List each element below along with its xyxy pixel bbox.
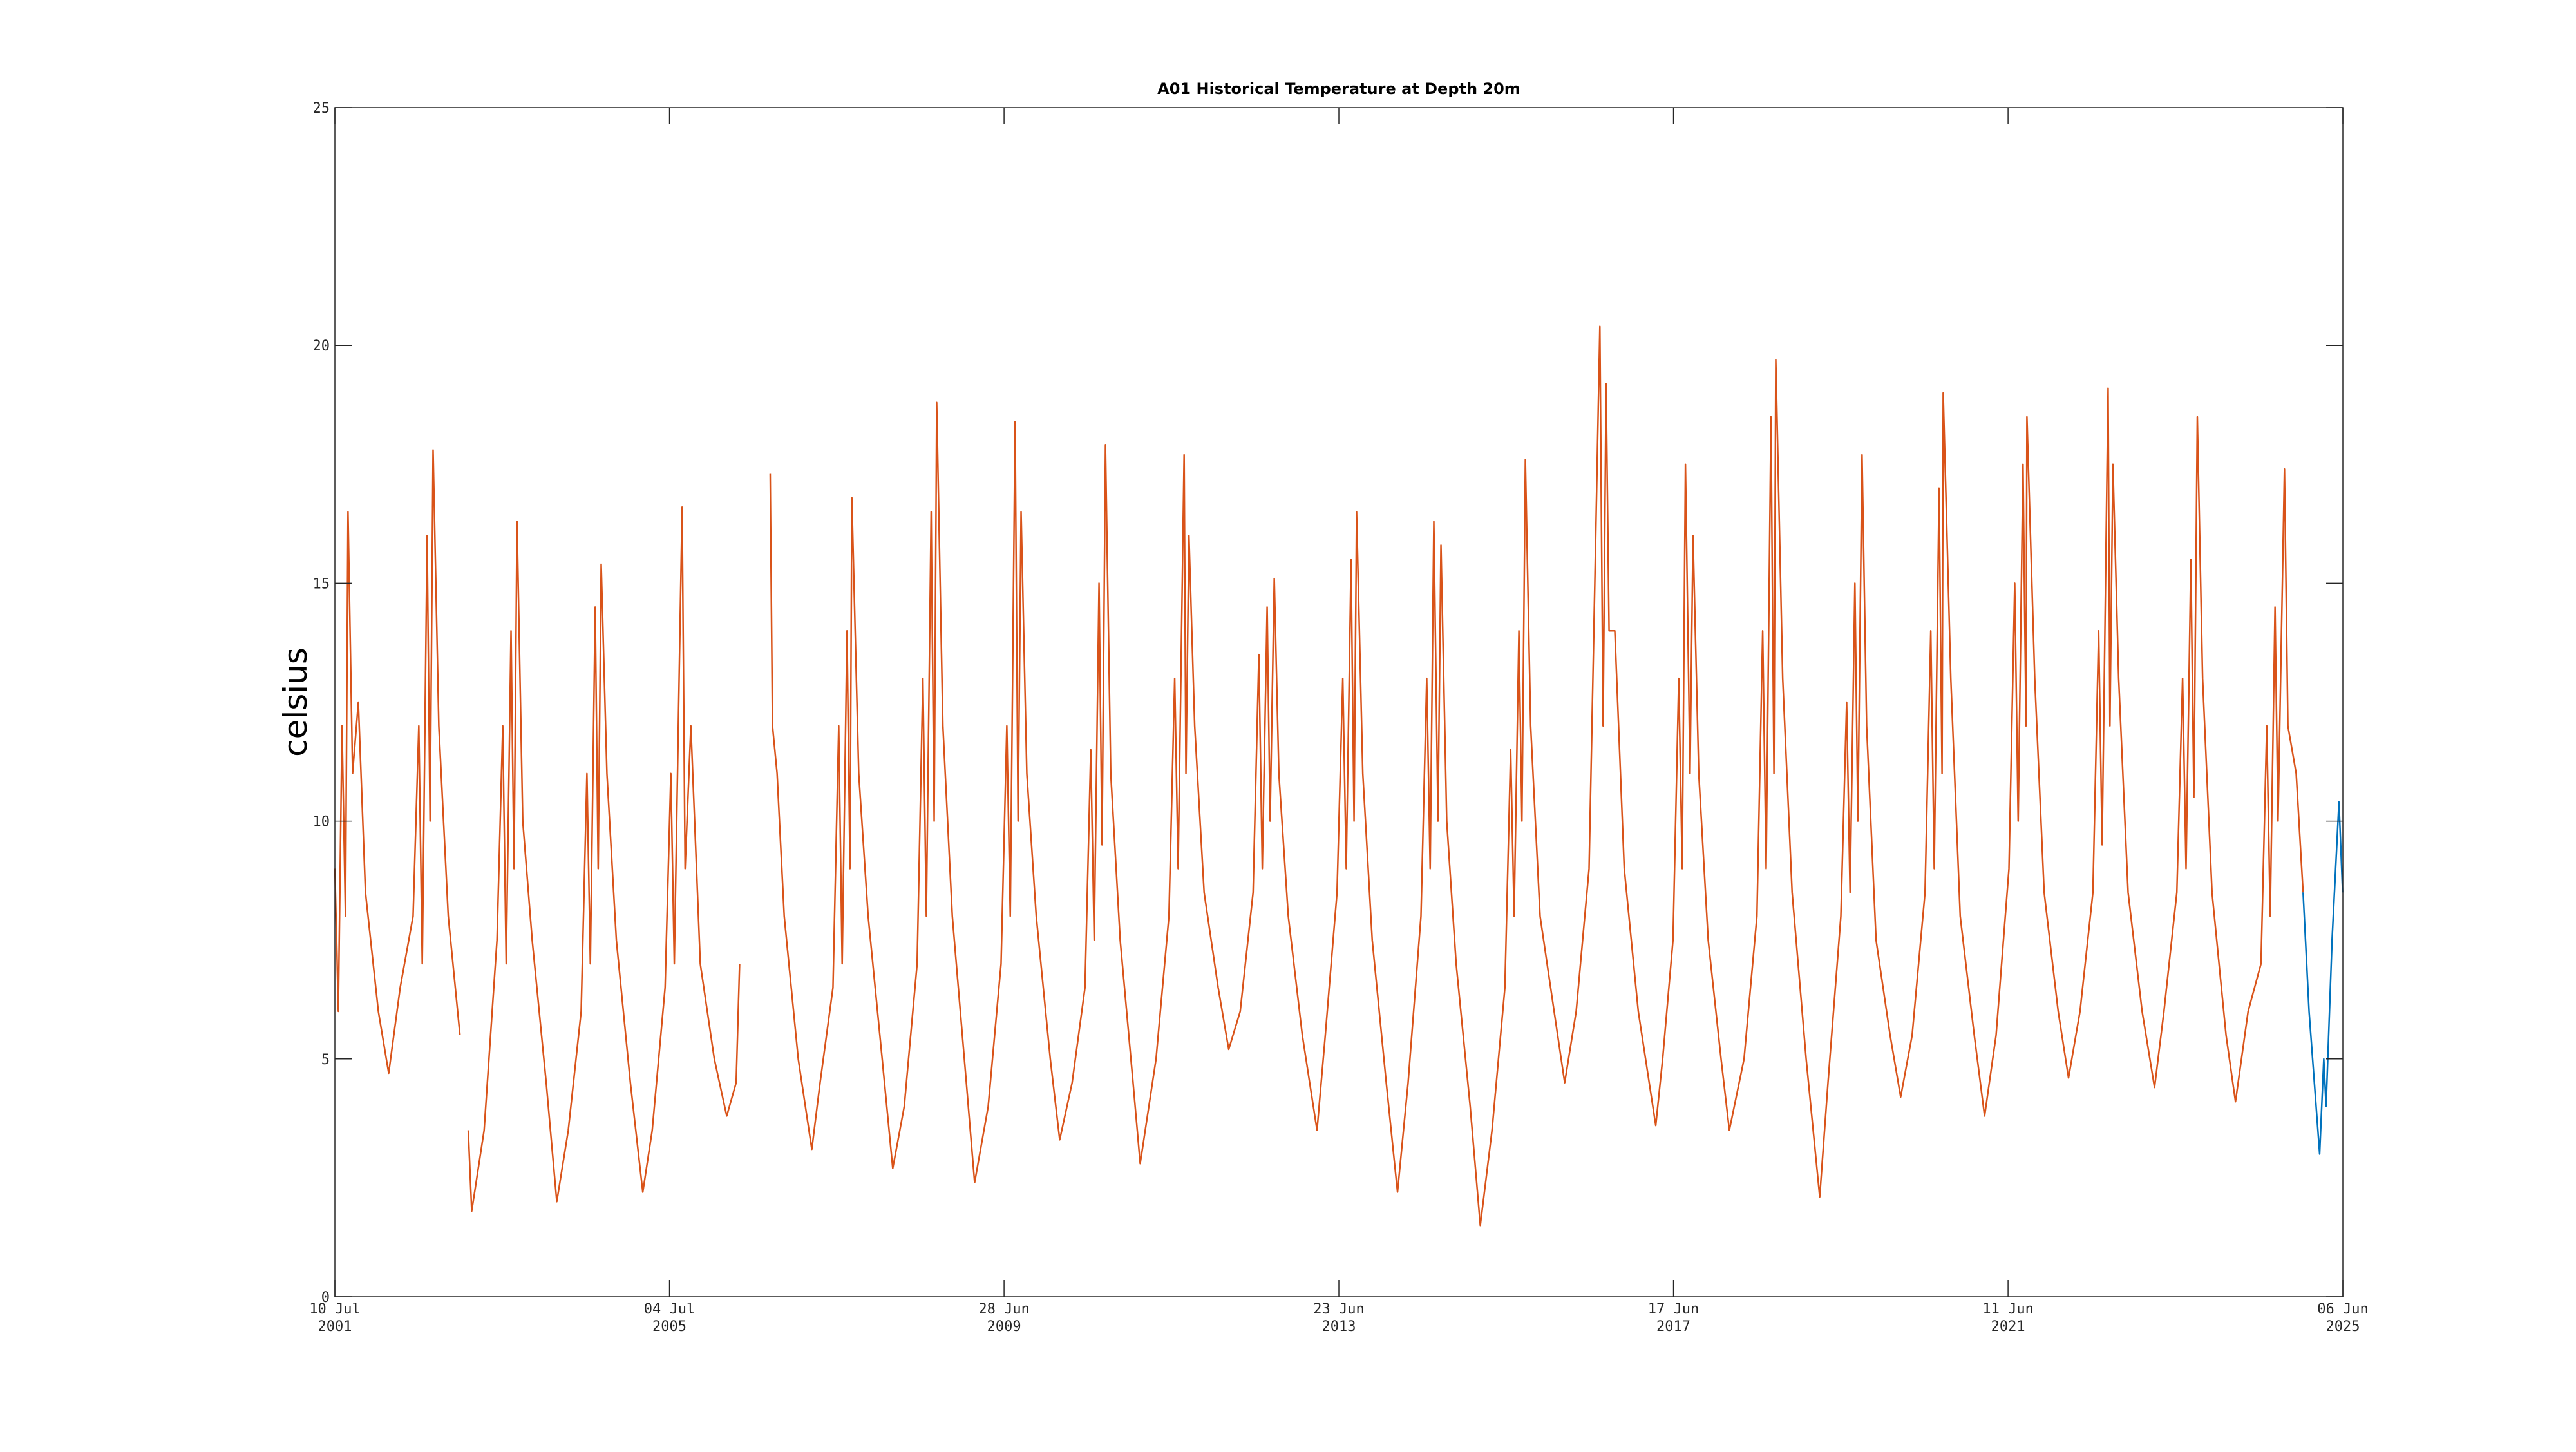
x-tick-label: 10 Jul 2001 [309,1301,360,1335]
data-line [2302,801,2344,1155]
y-tick-label: 5 [321,1052,330,1068]
x-tick-label: 06 Jun 2025 [2317,1301,2368,1335]
x-tick-label: 11 Jun 2021 [1982,1301,2033,1335]
y-axis-label: celsius [277,647,314,757]
y-tick-label: 25 [313,100,330,117]
data-line [334,325,2304,1227]
x-tick-label: 23 Jun 2013 [1313,1301,1364,1335]
y-tick-label: 10 [313,814,330,830]
x-tick-label: 04 Jul 2005 [644,1301,695,1335]
y-tick-label: 0 [321,1290,330,1306]
x-tick-label: 28 Jun 2009 [978,1301,1029,1335]
plot-area [334,325,2344,1227]
y-tick-label: 15 [313,576,330,592]
x-tick-label: 17 Jun 2017 [1648,1301,1699,1335]
y-tick-label: 20 [313,338,330,354]
chart-title: A01 Historical Temperature at Depth 20m [1157,80,1520,98]
